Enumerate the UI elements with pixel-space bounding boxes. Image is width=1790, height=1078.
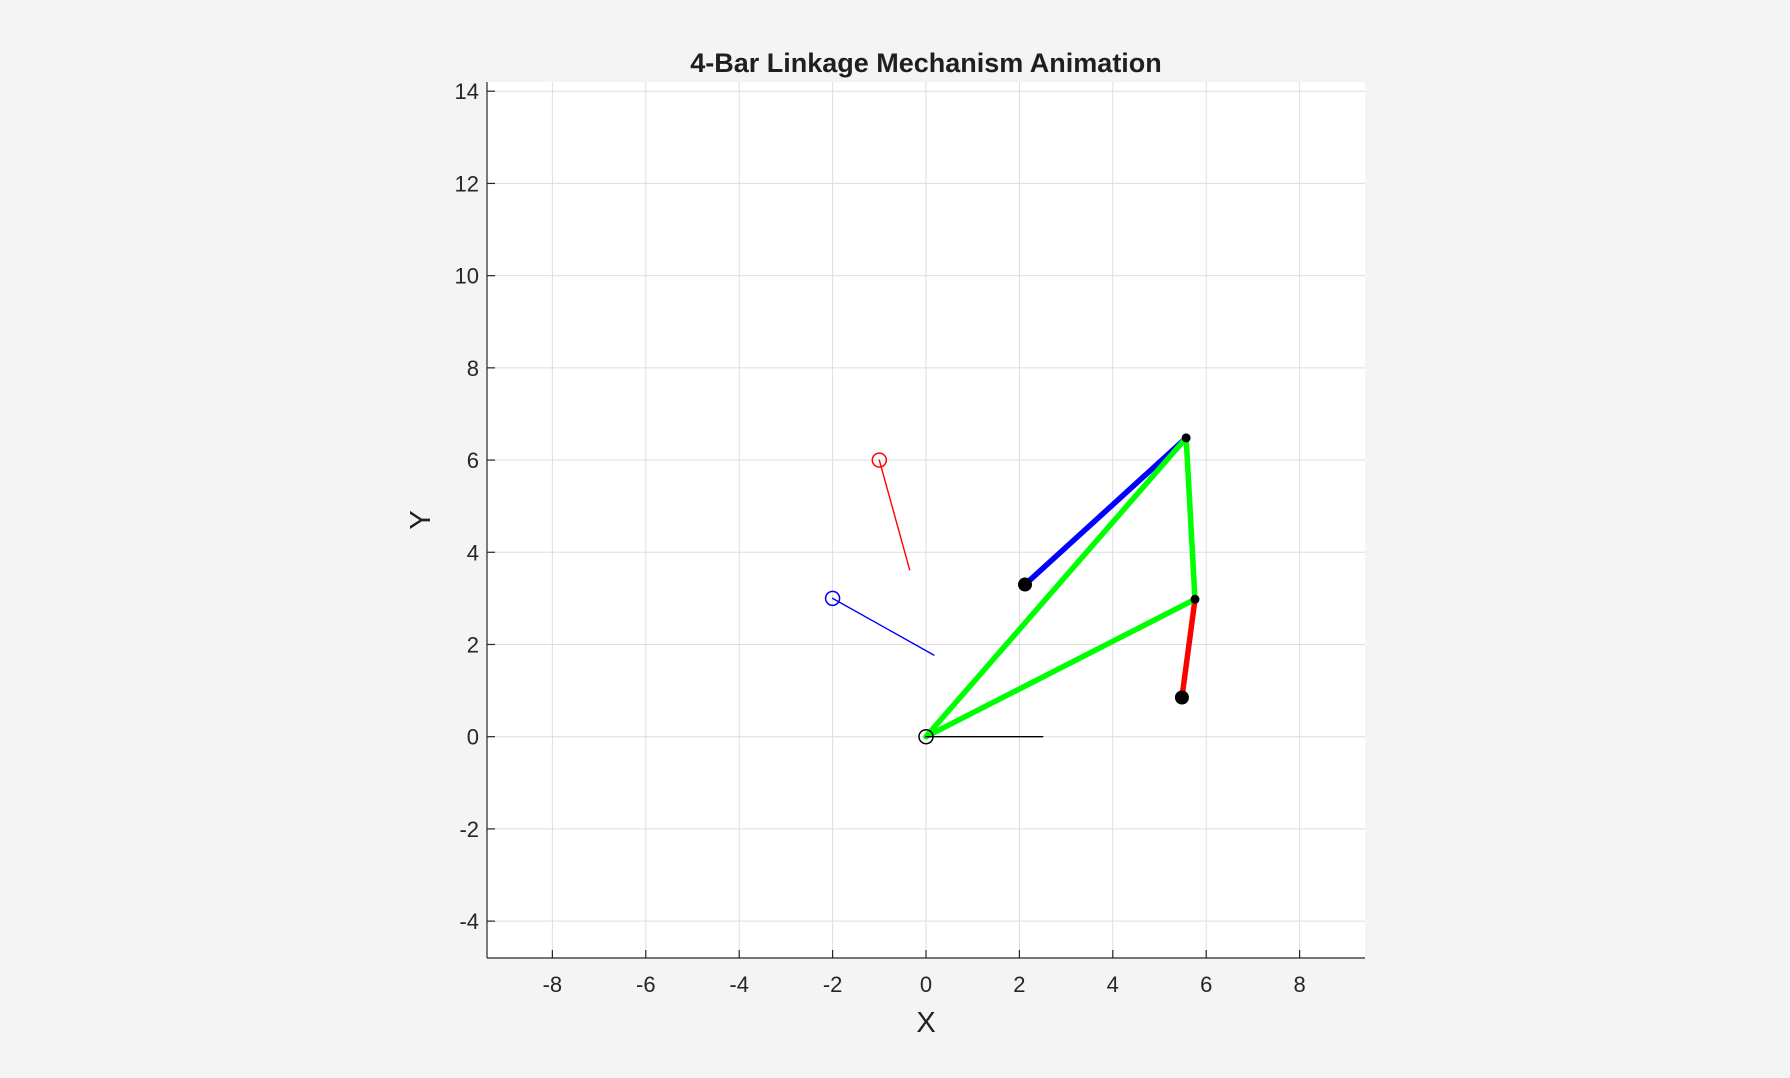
right-joint [1190, 594, 1200, 604]
green-link-top [923, 435, 1189, 740]
x-tick-label: 4 [1107, 972, 1119, 997]
y-tick-label: 6 [467, 448, 479, 473]
x-ticks: -8 -6 -4 -2 0 2 4 6 8 [543, 950, 1306, 997]
chart-title: 4-Bar Linkage Mechanism Animation [690, 48, 1162, 78]
y-tick-label: 10 [455, 264, 479, 289]
red-link-pivot [1174, 690, 1189, 705]
x-tick-label: 6 [1200, 972, 1212, 997]
linkage-marks [824, 433, 1200, 745]
y-tick-label: -4 [459, 909, 479, 934]
blue-link [1022, 435, 1189, 588]
blue-reference-circle [824, 590, 841, 607]
top-joint [1181, 433, 1191, 443]
red-link [1179, 596, 1198, 701]
x-tick-label: -2 [823, 972, 843, 997]
red-reference-circle [871, 452, 888, 468]
y-tick-label: 2 [467, 632, 479, 657]
y-ticks: -4 -2 0 2 4 6 8 10 12 14 [455, 79, 495, 934]
grid [487, 82, 1365, 958]
y-axis-label: Y [405, 510, 437, 529]
y-tick-label: 4 [467, 540, 479, 565]
x-tick-label: -6 [636, 972, 656, 997]
blue-link-pivot [1018, 577, 1033, 592]
x-tick-label: 8 [1293, 972, 1305, 997]
blue-reference-line [831, 597, 935, 656]
y-tick-label: 14 [455, 79, 479, 104]
x-tick-label: 2 [1013, 972, 1025, 997]
green-link-right [1183, 435, 1198, 603]
y-tick-label: 8 [467, 356, 479, 381]
red-reference-line [878, 459, 911, 571]
y-tick-label: -2 [459, 817, 479, 842]
x-tick-label: 0 [920, 972, 932, 997]
y-tick-label: 0 [467, 725, 479, 750]
y-tick-label: 12 [455, 171, 479, 196]
x-tick-label: -8 [543, 972, 563, 997]
green-link-bottom [923, 596, 1198, 740]
x-tick-label: -4 [729, 972, 749, 997]
origin-circle [918, 728, 934, 745]
x-axis-label: X [916, 1007, 935, 1039]
